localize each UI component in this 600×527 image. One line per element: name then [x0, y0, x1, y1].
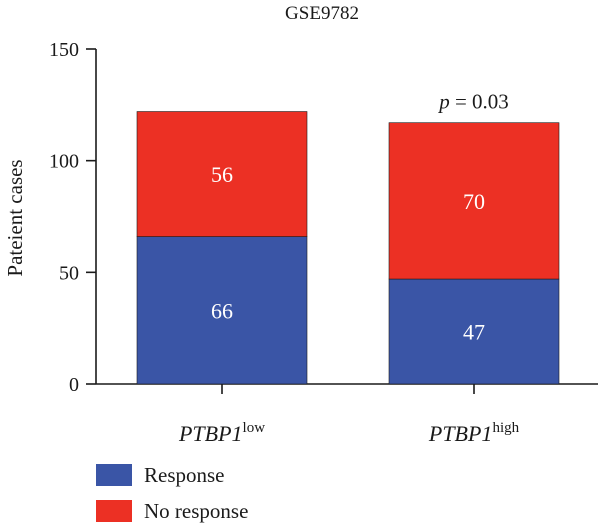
data-label: 56 [211, 162, 233, 187]
x-tick-label: PTBP1low [178, 420, 265, 446]
plot-area: 0 50 100 150 66 56 PTBP1low 47 70 PTBP1high p = 0.… [49, 39, 598, 446]
legend-label: No response [144, 499, 248, 523]
bar-segment [136, 236, 308, 385]
y-tick-label: 100 [49, 151, 79, 173]
data-label: 47 [463, 320, 485, 345]
legend-swatch [96, 500, 132, 522]
y-tick-label: 0 [69, 374, 79, 396]
data-label: 70 [463, 189, 485, 214]
p-value-annotation: p = 0.03 [437, 90, 509, 114]
legend-swatch [96, 464, 132, 486]
x-tick-label: PTBP1high [428, 420, 520, 446]
bar-segment [136, 111, 308, 237]
chart-title: GSE9782 [285, 3, 359, 24]
y-axis-label: Pateient cases [3, 159, 27, 276]
legend-label: Response [144, 463, 225, 487]
bar-segment [388, 122, 560, 280]
y-tick-label: 50 [59, 262, 79, 284]
legend: Response No response [96, 463, 248, 523]
y-tick-label: 150 [49, 39, 79, 61]
data-label: 66 [211, 298, 233, 323]
bar-segment [388, 278, 560, 385]
